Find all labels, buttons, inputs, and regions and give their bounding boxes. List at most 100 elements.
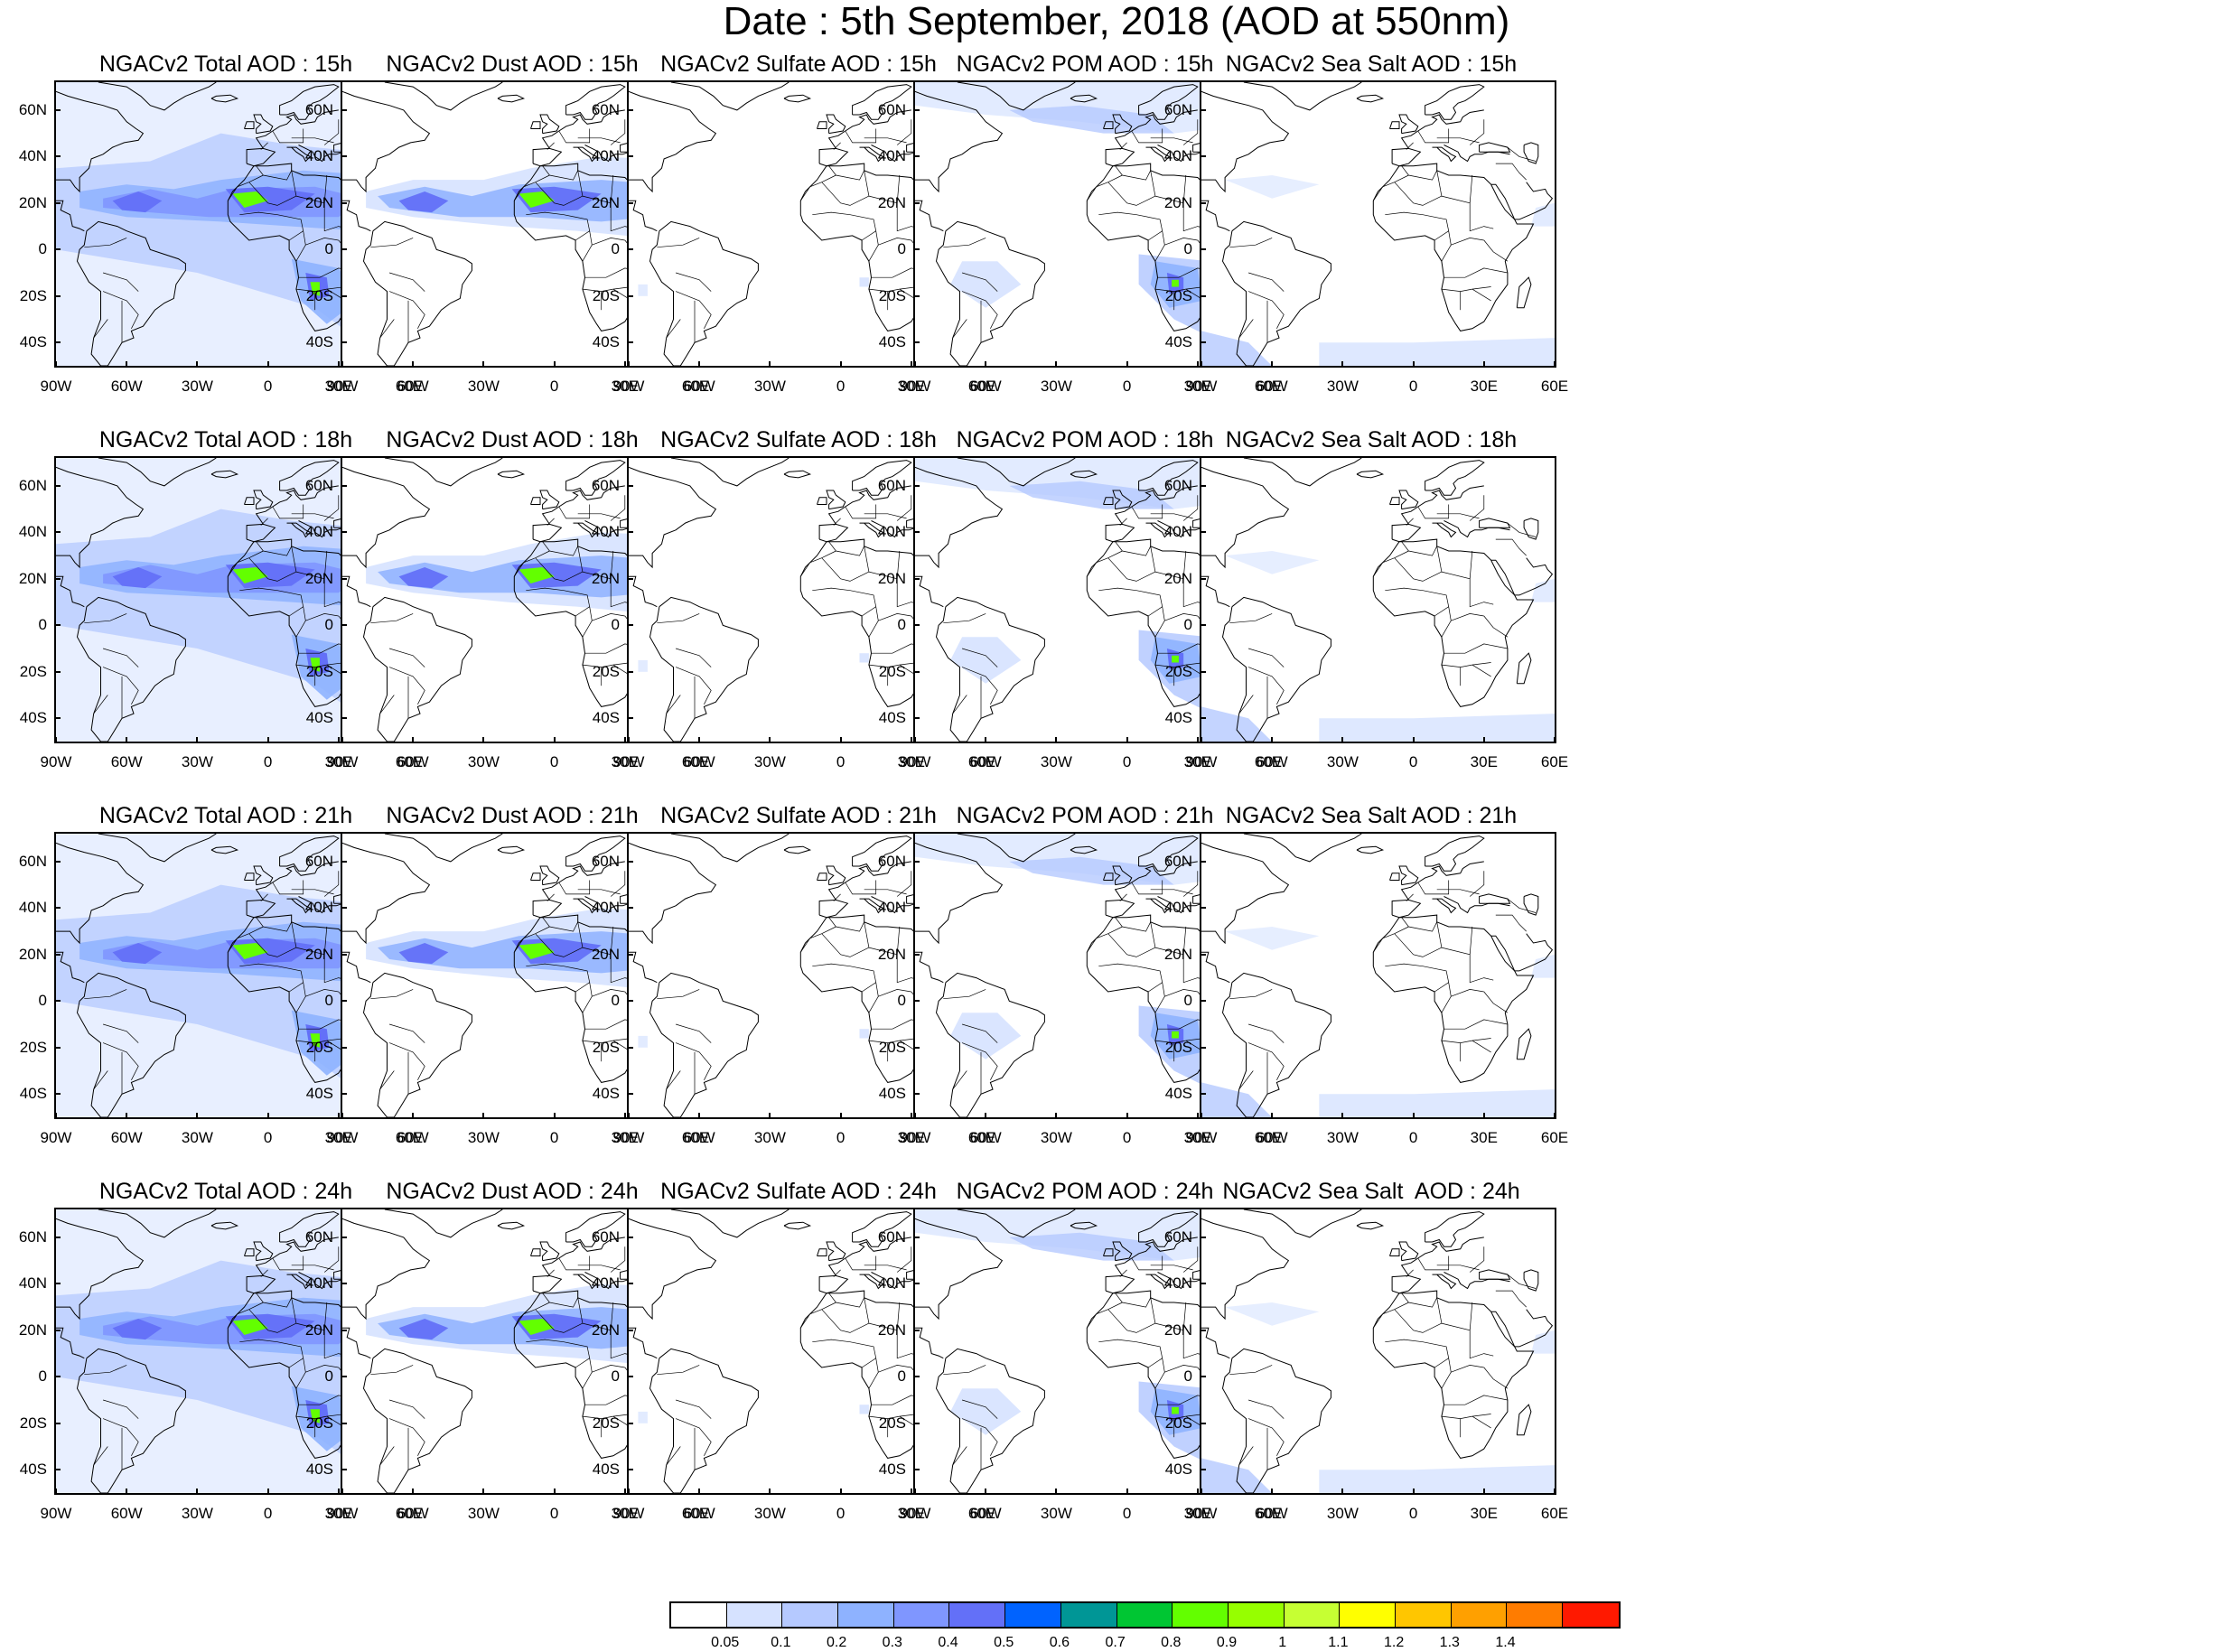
lat-tick-label: 40N xyxy=(304,1274,333,1293)
lon-tick-label: 30W xyxy=(1040,1505,1072,1522)
country-border xyxy=(610,1246,626,1273)
country-border xyxy=(1469,174,1473,203)
country-border xyxy=(1441,286,1491,292)
lat-tick-label: 0 xyxy=(611,992,620,1010)
lon-tick-mark xyxy=(1055,1113,1058,1119)
lon-tick-label: 30E xyxy=(324,753,352,770)
coastline xyxy=(935,1348,1045,1493)
country-border xyxy=(1401,541,1438,556)
lat-tick-mark xyxy=(1200,1046,1206,1049)
coastline xyxy=(362,596,472,742)
lon-tick-mark xyxy=(985,1489,987,1495)
country-border xyxy=(952,695,967,714)
coastline xyxy=(817,121,827,129)
lat-tick-label: 20N xyxy=(877,193,906,211)
lon-tick-label: 90W xyxy=(612,1505,645,1522)
lat-tick-label: 0 xyxy=(324,240,333,258)
country-border xyxy=(1406,142,1414,150)
lat-tick-label: 40S xyxy=(19,1085,47,1103)
lat-tick-label: 0 xyxy=(38,616,47,634)
country-border xyxy=(1483,1367,1509,1389)
lon-tick-label: 90W xyxy=(326,1129,359,1146)
coastline xyxy=(565,835,626,872)
lat-tick-label: 20N xyxy=(591,1321,620,1339)
lat-tick-mark xyxy=(341,624,347,627)
country-border xyxy=(1238,319,1254,339)
lat-tick-mark xyxy=(913,1236,920,1238)
country-border xyxy=(1385,211,1450,231)
lat-tick-mark xyxy=(341,484,347,487)
lat-tick-mark xyxy=(627,907,633,910)
lon-tick-mark xyxy=(698,737,701,743)
lon-tick-label: 0 xyxy=(1122,1129,1132,1146)
lat-tick-label: 60N xyxy=(877,852,906,870)
coastline xyxy=(279,835,340,872)
lat-tick-label: 40N xyxy=(18,899,47,917)
aod-contour-fill xyxy=(1319,1465,1555,1493)
lon-tick-label: 0 xyxy=(263,378,273,395)
lon-tick-mark xyxy=(914,1113,916,1119)
lat-tick-label: 40S xyxy=(19,1461,47,1479)
coastline xyxy=(1400,109,1484,149)
country-border xyxy=(675,1042,712,1080)
map-canvas xyxy=(1201,82,1555,366)
lat-tick-mark xyxy=(1200,248,1206,251)
country-border xyxy=(1150,170,1156,197)
lat-tick-mark xyxy=(913,1093,920,1096)
lat-tick-mark xyxy=(54,341,61,344)
panel-title: NGACv2 Dust AOD : 24h xyxy=(386,1179,639,1204)
country-border xyxy=(102,1023,139,1043)
panel-title: NGACv2 Total AOD : 15h xyxy=(98,51,353,77)
country-border xyxy=(821,933,870,957)
country-border xyxy=(828,917,865,932)
lat-tick-label: 20N xyxy=(304,569,333,587)
map-canvas xyxy=(56,458,409,742)
country-border xyxy=(558,504,591,519)
country-border xyxy=(291,513,334,519)
country-border xyxy=(1182,1246,1199,1273)
lon-tick-label: 60E xyxy=(1254,753,1283,770)
aod-contour-fill xyxy=(1009,105,1174,134)
country-border xyxy=(1451,1365,1484,1373)
map-canvas xyxy=(342,458,696,742)
country-border xyxy=(1238,1070,1254,1090)
coastline xyxy=(1400,485,1484,525)
lon-tick-label: 60W xyxy=(397,753,429,770)
lat-tick-mark xyxy=(913,717,920,720)
coastline xyxy=(629,466,717,569)
coastline xyxy=(1425,1211,1485,1247)
country-border xyxy=(1182,119,1199,145)
colorbar-label: 1.3 xyxy=(1439,1635,1460,1650)
coastline xyxy=(1243,834,1362,863)
country-border xyxy=(610,174,614,203)
panel-title: NGACv2 POM AOD : 18h xyxy=(956,427,1214,453)
lat-tick-label: 20S xyxy=(305,1038,333,1056)
coastline xyxy=(783,470,812,479)
colorbar-swatch xyxy=(1563,1603,1619,1627)
country-border xyxy=(1247,1042,1285,1080)
lon-tick-mark xyxy=(839,361,842,368)
coastline xyxy=(1112,865,1133,886)
coastline xyxy=(1391,1274,1422,1294)
lon-tick-mark xyxy=(126,1489,128,1495)
lon-tick-mark xyxy=(553,1113,556,1119)
lon-tick-mark xyxy=(623,361,626,368)
lat-tick-mark xyxy=(54,1093,61,1096)
lat-tick-mark xyxy=(627,294,633,297)
lon-tick-mark xyxy=(1554,1113,1556,1119)
country-border xyxy=(868,286,919,292)
country-border xyxy=(1441,571,1494,608)
country-border xyxy=(800,174,836,201)
coastline xyxy=(98,458,217,487)
lat-tick-mark xyxy=(54,1046,61,1049)
lat-tick-label: 20N xyxy=(877,569,906,587)
lat-tick-mark xyxy=(341,531,347,534)
lat-tick-label: 40S xyxy=(878,1085,906,1103)
country-border xyxy=(952,1070,967,1090)
lon-tick-label: 60E xyxy=(1254,378,1283,395)
aod-contour-fill xyxy=(398,1319,449,1340)
country-border xyxy=(379,1070,395,1090)
lon-tick-label: 90W xyxy=(899,1129,931,1146)
coastline xyxy=(342,575,371,608)
coastline xyxy=(1432,898,1457,914)
